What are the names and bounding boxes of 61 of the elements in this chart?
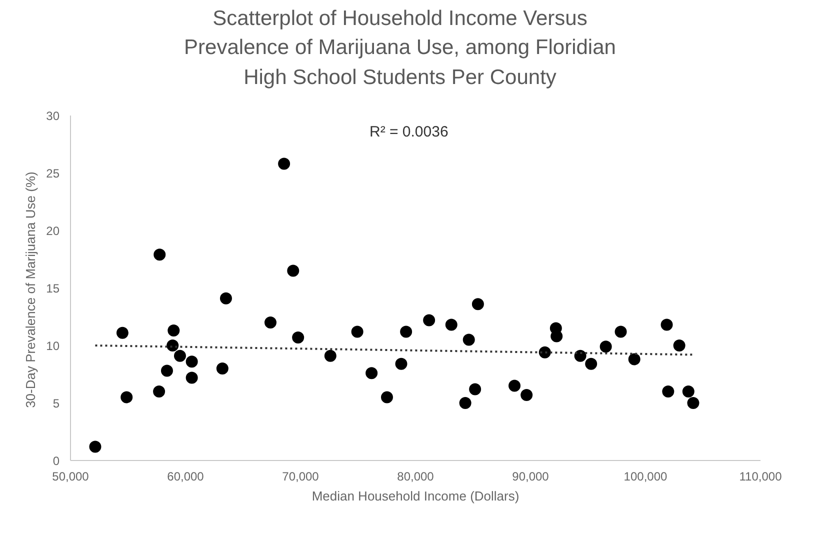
point <box>520 388 533 401</box>
point <box>186 372 198 384</box>
point <box>628 353 640 366</box>
chart-title: Scatterplot of Household Income Versus Prevalence of Marijuana Use, among Floridian High School Students Per County <box>184 6 616 91</box>
point <box>351 326 364 338</box>
point <box>462 334 475 346</box>
point <box>366 367 378 380</box>
point <box>423 314 436 326</box>
y-tick-label: 10 <box>46 339 60 353</box>
point <box>395 358 408 370</box>
point <box>166 340 179 352</box>
point <box>116 326 128 339</box>
annotation: R² = 0.0036 <box>370 124 448 140</box>
point <box>324 350 336 362</box>
x-tick-label: 80,000 <box>397 470 434 484</box>
x-tick-label: 50,000 <box>52 470 90 484</box>
point <box>682 386 694 398</box>
point <box>445 318 458 331</box>
point <box>287 264 300 277</box>
point <box>154 248 166 261</box>
y-tick-label: 0 <box>52 454 60 468</box>
y-tick-label: 20 <box>46 224 60 238</box>
point <box>508 380 521 392</box>
point <box>168 324 180 337</box>
point <box>216 362 228 374</box>
point <box>469 383 482 396</box>
x-tick-label: 100,000 <box>624 470 668 484</box>
point <box>186 356 198 368</box>
point <box>673 340 686 352</box>
x-tick-label: 70,000 <box>282 470 320 484</box>
point <box>153 386 166 398</box>
point <box>220 292 232 304</box>
x-axis-title: Median Household Income (Dollars) <box>312 488 520 504</box>
point <box>472 298 484 310</box>
point <box>687 397 700 409</box>
x-tick-label: 60,000 <box>167 470 204 484</box>
point <box>400 326 412 338</box>
point <box>662 386 674 398</box>
point <box>459 397 472 409</box>
point <box>600 340 612 353</box>
point <box>538 346 551 358</box>
point <box>160 364 173 377</box>
point <box>585 358 598 370</box>
point <box>574 350 586 362</box>
y-tick-label: 25 <box>46 166 60 180</box>
point <box>380 391 393 404</box>
y-axis-title: 30-Day Prevalence of Marijuana Use (%) <box>23 172 38 408</box>
point <box>278 158 290 170</box>
point <box>120 391 133 404</box>
point <box>660 318 673 331</box>
point <box>89 440 102 453</box>
point <box>614 326 627 338</box>
point <box>264 316 276 328</box>
point <box>174 350 186 362</box>
y-tick-label: 15 <box>46 282 60 296</box>
y-tick-label: 5 <box>52 396 60 410</box>
point <box>550 330 563 342</box>
x-tick-label: 90,000 <box>512 470 550 484</box>
point <box>292 331 304 344</box>
y-tick-label: 30 <box>46 109 60 123</box>
x-tick-label: 110,000 <box>739 470 782 484</box>
